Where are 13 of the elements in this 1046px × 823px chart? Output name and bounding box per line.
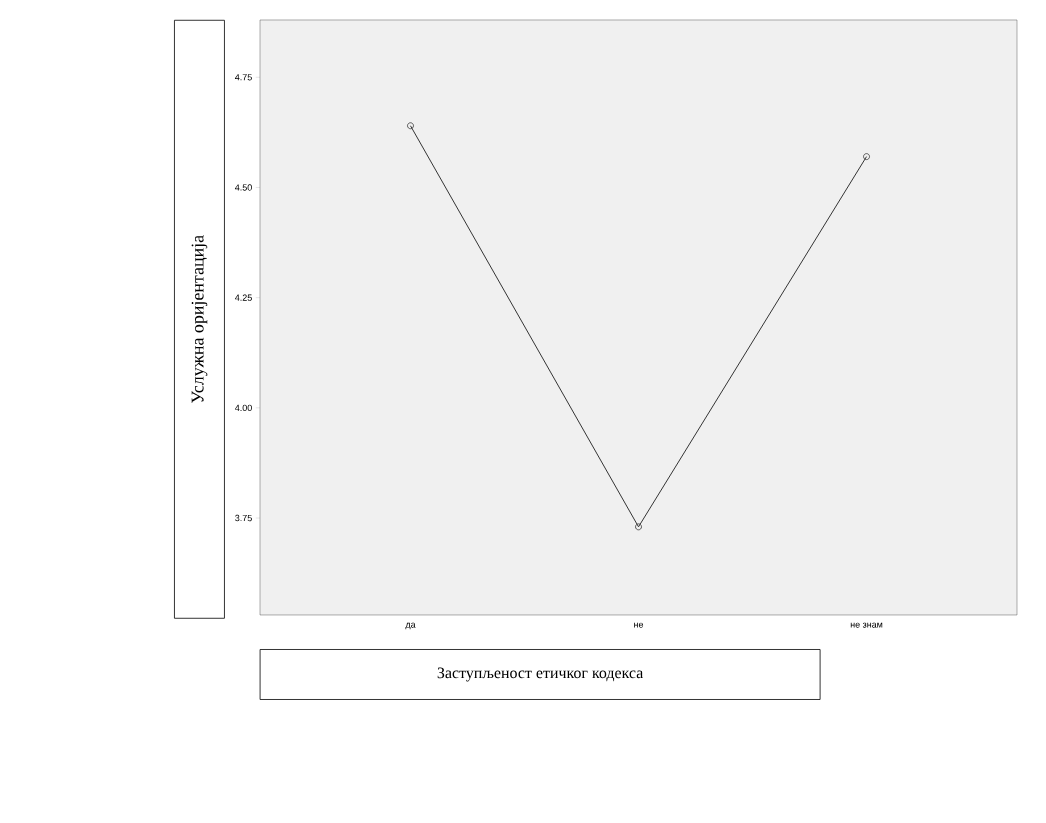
x-tick-label: да: [405, 622, 416, 630]
x-tick-label: не знам: [850, 622, 883, 628]
y-tick-label: 3.75: [235, 514, 252, 522]
x-axis-title: Заступљеност етичког кодекса: [437, 667, 644, 682]
y-tick-label: 4.75: [234, 74, 252, 81]
point: [407, 122, 414, 130]
y-axis-title: Услужна оријентација: [191, 235, 208, 404]
y-tick-label: 4.00: [234, 404, 252, 412]
y-tick-label: 4.50: [234, 184, 252, 191]
point: [863, 153, 870, 161]
x-tick-label: не: [634, 622, 644, 628]
point: [635, 523, 642, 531]
y-tick-label: 4.25: [234, 294, 252, 301]
